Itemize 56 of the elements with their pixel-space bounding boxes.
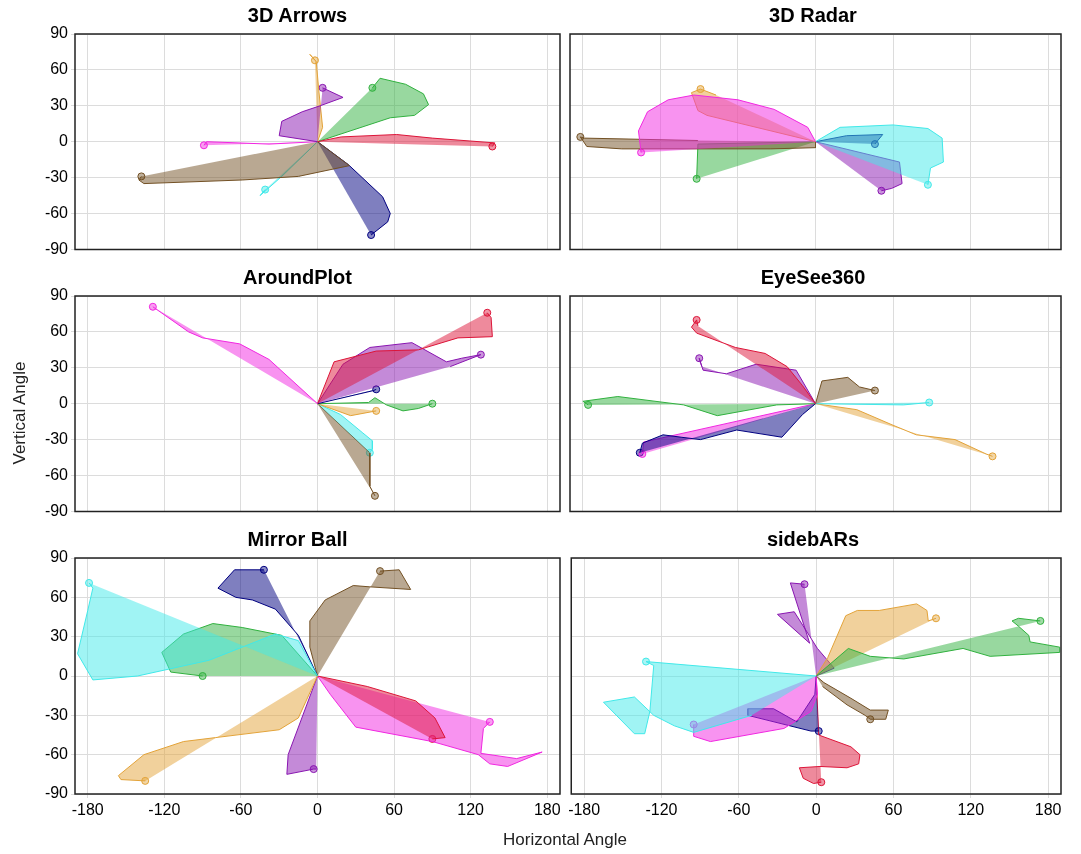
x-tick-label: 60: [385, 801, 404, 819]
y-tick-label: 60: [50, 322, 69, 340]
x-tick-label: -60: [229, 801, 253, 819]
chart-title: 3D Radar: [769, 3, 858, 26]
point: [148, 302, 157, 311]
point: [370, 491, 379, 500]
point: [988, 452, 997, 461]
y-tick-label: 90: [50, 548, 69, 566]
y-tick-label: 0: [59, 394, 69, 412]
y-tick-label: 30: [50, 358, 69, 376]
chart-title: 3D Arrows: [247, 3, 348, 26]
y-tick-label: 60: [50, 60, 69, 78]
y-tick-label: -90: [44, 784, 69, 802]
x-tick-label: -180: [71, 801, 104, 819]
y-tick-label: 0: [59, 666, 69, 684]
y-tick-label: -90: [44, 239, 69, 257]
x-tick-label: 60: [884, 801, 903, 819]
y-tick-label: -30: [44, 168, 69, 186]
chart-title: sidebARs: [766, 527, 860, 550]
x-tick-label: -180: [568, 801, 601, 819]
y-tick-label: -30: [44, 430, 69, 448]
x-tick-label: 180: [533, 801, 561, 819]
point: [1036, 616, 1045, 625]
y-tick-label: 90: [50, 286, 69, 304]
chart-title: EyeSee360: [760, 265, 866, 288]
point: [925, 398, 934, 407]
point: [931, 614, 940, 623]
x-tick-label: -60: [727, 801, 751, 819]
y-tick-label: 90: [50, 24, 69, 42]
x-tick-label: 180: [1034, 801, 1062, 819]
y-tick-label: -30: [44, 705, 69, 723]
x-tick-label: -120: [148, 801, 181, 819]
point: [85, 578, 94, 587]
point: [576, 132, 585, 141]
y-tick-label: 30: [50, 627, 69, 645]
y-tick-label: -90: [44, 501, 69, 519]
point: [372, 406, 381, 415]
y-tick-label: -60: [44, 465, 69, 483]
y-tick-label: -60: [44, 203, 69, 221]
x-tick-label: 0: [811, 801, 821, 819]
x-tick-label: 0: [313, 801, 323, 819]
x-tick-label: 120: [957, 801, 985, 819]
y-tick-label: -60: [44, 745, 69, 763]
y-tick-label: 60: [50, 587, 69, 605]
point: [695, 354, 704, 363]
point: [428, 399, 437, 408]
point: [476, 350, 485, 359]
chart-title: AroundPlot: [243, 265, 353, 288]
y-axis-title: Vertical Angle: [10, 360, 30, 467]
y-tick-label: 30: [50, 96, 69, 114]
y-tick-label: 0: [59, 132, 69, 150]
x-tick-label: 120: [457, 801, 485, 819]
point: [870, 386, 879, 395]
chart-title: Mirror Ball: [247, 527, 348, 550]
x-tick-label: -120: [645, 801, 678, 819]
x-axis-title: Horizontal Angle: [502, 830, 628, 850]
